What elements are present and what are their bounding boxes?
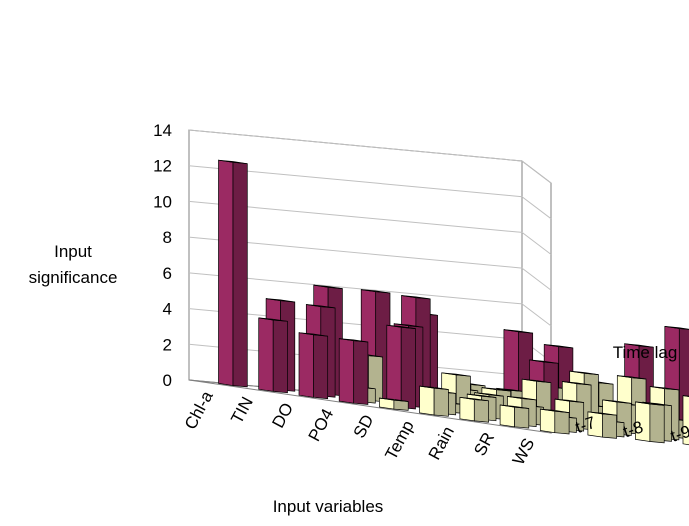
bar-Chl-a-t-7 <box>218 159 248 388</box>
x-tick-label: TIN <box>227 394 257 427</box>
y-tick-label: 14 <box>153 121 172 140</box>
x-tick-label: Temp <box>381 417 417 463</box>
x-tick-label: Chl-a <box>181 387 217 432</box>
bar-TIN-t-7 <box>258 317 288 394</box>
chart-bars <box>218 159 689 446</box>
bar-PO4-t-7 <box>338 338 369 405</box>
x-tick-label: SR <box>470 429 498 459</box>
y-tick-label: 10 <box>153 192 172 211</box>
bar-SD-t-7 <box>379 397 409 411</box>
x-tick-label: SD <box>350 411 378 441</box>
x-tick-label: DO <box>268 400 297 431</box>
y-axis-title-line1: Input significance <box>29 242 118 287</box>
x-axis-title: Input variables <box>273 497 384 516</box>
bar-WS-t-8 <box>587 411 617 439</box>
z-axis-title: Time lag <box>613 343 678 362</box>
bar-WS-t-10 <box>682 395 689 446</box>
y-tick-label: 12 <box>153 157 172 176</box>
y-tick-label: 0 <box>163 371 172 390</box>
y-tick-label: 2 <box>163 335 172 354</box>
bar-PO4-t-8 <box>386 324 416 410</box>
bar-Rain-t-7 <box>459 396 489 423</box>
x-tick-label: Rain <box>425 423 458 463</box>
bar-DO-t-7 <box>298 332 329 400</box>
y-tick-label: 8 <box>163 228 172 247</box>
y-tick-label: 6 <box>163 264 172 283</box>
bar-WS-t-7 <box>539 408 570 435</box>
bar-SR-t-7 <box>499 404 530 429</box>
time-lag-tick-label: t-9 <box>668 422 689 446</box>
y-tick-label: 4 <box>163 300 172 319</box>
bar-Temp-t-7 <box>419 385 449 417</box>
x-tick-label: WS <box>509 435 539 468</box>
x-tick-label: PO4 <box>305 406 338 445</box>
bar-WS-t-9 <box>635 401 665 444</box>
y-axis-ticks: 0 2 4 6 8 10 12 14 <box>153 121 172 390</box>
